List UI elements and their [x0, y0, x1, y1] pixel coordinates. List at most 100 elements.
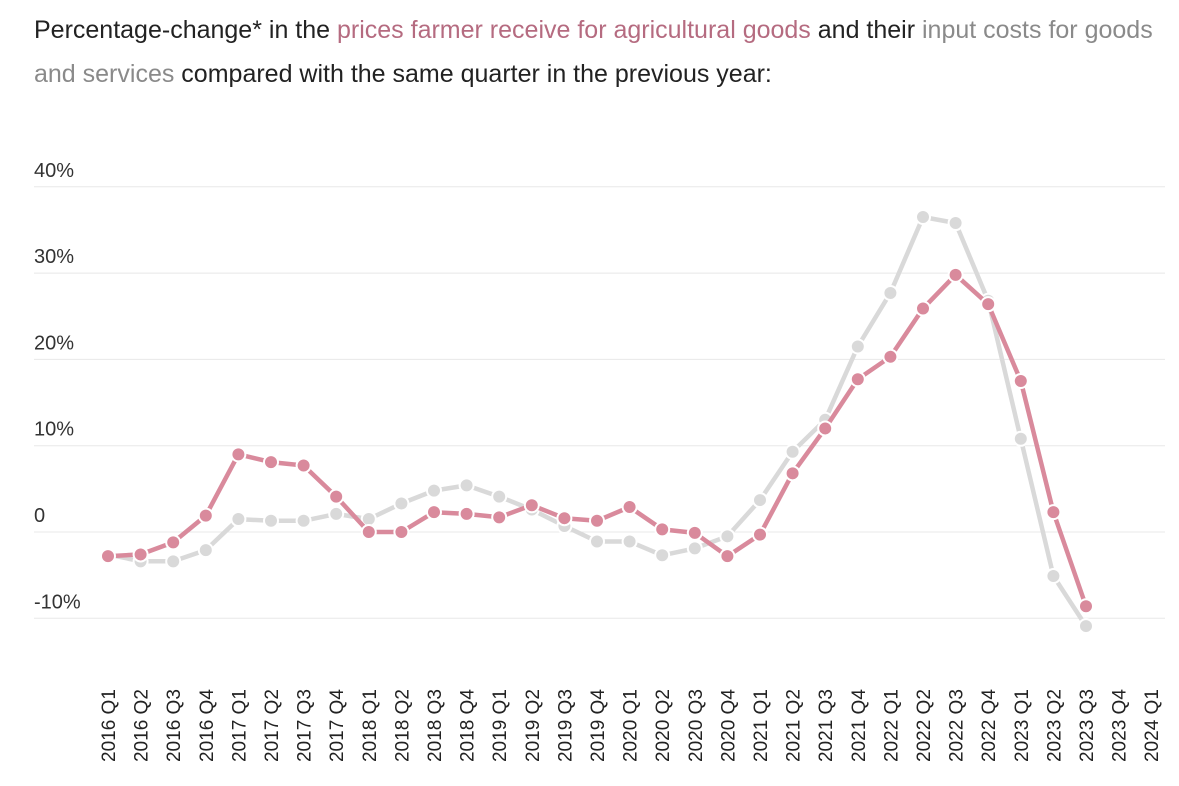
inputs-point — [719, 528, 736, 545]
x-tick-label: 2019 Q4 — [588, 689, 609, 762]
prices-series-line — [105, 272, 1089, 609]
prices-point — [458, 505, 475, 522]
inputs-point — [1012, 430, 1029, 447]
prices-point — [1078, 598, 1094, 615]
prices-point — [295, 457, 312, 474]
prices-point — [1045, 504, 1062, 521]
x-tick-label: 2020 Q2 — [653, 689, 674, 762]
x-tick-label: 2016 Q2 — [132, 689, 153, 762]
inputs-point — [393, 495, 410, 512]
prices-point — [621, 498, 638, 515]
prices-point — [523, 497, 540, 514]
prices-point — [752, 526, 768, 543]
x-tick-label: 2024 Q1 — [1142, 689, 1163, 762]
y-tick-label: -10% — [34, 591, 81, 613]
x-tick-label: 2017 Q2 — [262, 689, 283, 762]
inputs-point — [458, 477, 475, 494]
prices-point — [1012, 372, 1029, 389]
inputs-point — [654, 547, 671, 564]
inputs-point — [915, 209, 931, 226]
inputs-point — [230, 511, 247, 528]
prices-point — [784, 465, 801, 482]
prices-point — [393, 524, 410, 540]
prices-point — [197, 507, 214, 524]
inputs-point — [328, 505, 345, 522]
prices-point — [882, 348, 899, 365]
inputs-point — [686, 540, 703, 557]
title-part3: and their — [810, 16, 922, 44]
prices-point — [686, 524, 703, 541]
prices-point — [132, 546, 149, 563]
inputs-point — [1078, 618, 1094, 635]
x-tick-label: 2020 Q4 — [718, 689, 739, 762]
prices-point — [328, 488, 345, 505]
x-tick-label: 2017 Q3 — [295, 689, 316, 762]
x-tick-label: 2016 Q3 — [164, 689, 185, 762]
title-part1: Percentage-change* in the — [34, 16, 337, 44]
x-tick-label: 2019 Q1 — [490, 689, 511, 762]
prices-point — [947, 266, 964, 283]
title-inputs-highlight: input costs for goods and services — [34, 16, 1153, 88]
prices-point — [165, 534, 182, 551]
prices-point — [719, 548, 736, 565]
prices-point — [589, 512, 605, 529]
inputs-point — [426, 482, 442, 499]
x-tick-label: 2021 Q1 — [751, 689, 772, 762]
x-tick-label: 2023 Q2 — [1044, 689, 1065, 762]
prices-point — [654, 521, 671, 538]
inputs-point — [295, 512, 312, 529]
x-tick-label: 2018 Q2 — [392, 689, 413, 762]
x-tick-label: 2022 Q4 — [979, 689, 1000, 762]
x-tick-label: 2023 Q4 — [1110, 689, 1131, 762]
prices-point — [849, 371, 866, 388]
prices-point — [360, 524, 377, 540]
y-tick-label: 20% — [34, 332, 74, 354]
inputs-series-line — [105, 214, 1089, 629]
x-tick-label: 2018 Q4 — [458, 689, 479, 762]
x-tick-label: 2017 Q4 — [327, 689, 348, 762]
y-tick-label: 10% — [34, 419, 74, 441]
x-tick-label: 2022 Q1 — [881, 689, 902, 762]
inputs-point — [882, 284, 899, 301]
inputs-point — [589, 533, 605, 550]
y-tick-label: 0 — [34, 505, 45, 527]
x-tick-label: 2018 Q3 — [425, 689, 446, 762]
inputs-point — [491, 488, 508, 505]
prices-point — [230, 446, 247, 463]
x-tick-label: 2016 Q1 — [99, 689, 120, 762]
inputs-point — [849, 338, 866, 355]
x-tick-label: 2022 Q2 — [914, 689, 935, 762]
inputs-point — [784, 443, 801, 460]
x-tick-label: 2017 Q1 — [229, 689, 250, 762]
prices-point — [556, 510, 573, 527]
prices-point — [263, 454, 279, 471]
title-prices-highlight: prices farmer receive for agricultural g… — [337, 16, 811, 44]
y-tick-label: 30% — [34, 246, 74, 268]
prices-point — [817, 420, 834, 437]
prices-point — [980, 296, 997, 313]
prices-point — [915, 300, 931, 317]
x-tick-label: 2019 Q2 — [523, 689, 544, 762]
x-tick-label: 2021 Q3 — [816, 689, 837, 762]
x-tick-label: 2020 Q1 — [621, 689, 642, 762]
x-tick-label: 2021 Q4 — [849, 689, 870, 762]
y-tick-label: 40% — [34, 160, 74, 182]
inputs-point — [1045, 568, 1062, 585]
prices-point — [100, 548, 116, 565]
x-tick-label: 2023 Q1 — [1012, 689, 1033, 762]
inputs-point — [165, 553, 182, 570]
x-tick-label: 2018 Q1 — [360, 689, 381, 762]
prices-point — [491, 509, 508, 526]
inputs-point — [197, 542, 214, 559]
inputs-point — [621, 533, 638, 550]
prices-point — [426, 504, 442, 521]
inputs-point — [752, 492, 768, 509]
x-tick-label: 2016 Q4 — [197, 689, 218, 762]
x-tick-label: 2022 Q3 — [947, 689, 968, 762]
chart-title: Percentage-change* in the prices farmer … — [34, 8, 1154, 96]
title-part5: compared with the same quarter in the pr… — [174, 60, 772, 88]
x-tick-label: 2023 Q3 — [1077, 689, 1098, 762]
inputs-point — [263, 512, 279, 529]
x-tick-label: 2020 Q3 — [686, 689, 707, 762]
